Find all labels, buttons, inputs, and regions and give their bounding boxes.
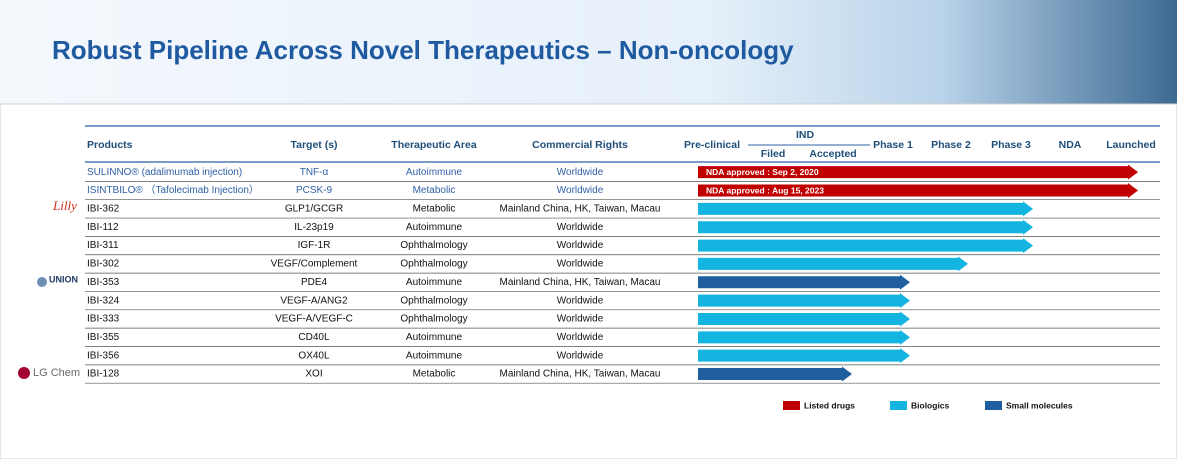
header: IND [796,129,815,141]
target: TNF-α [300,167,329,178]
pipeline-arrow [698,183,1138,199]
header: Phase 2 [931,139,971,151]
header: Phase 1 [873,139,913,151]
pipeline-arrow [698,164,1138,180]
therapeutic-area: Ophthalmology [400,259,467,270]
commercial-rights: Mainland China, HK, Taiwan, Macau [499,277,660,288]
title: Robust Pipeline Across Novel Therapeutic… [52,35,794,65]
therapeutic-area: Autoimmune [406,350,463,361]
legend-swatch [783,401,800,410]
product: IBI-112 [87,222,119,233]
pipeline-arrow [698,329,910,345]
header: Accepted [809,148,856,160]
target: OX40L [298,350,330,361]
commercial-rights: Mainland China, HK, Taiwan, Macau [499,369,660,380]
legend-swatch [890,401,907,410]
arrow-label: NDA approved : Aug 15, 2023 [706,185,824,195]
commercial-rights: Worldwide [557,167,604,178]
pipeline-arrow [698,238,1033,254]
commercial-rights: Worldwide [557,350,604,361]
pipeline-arrow [698,348,910,364]
target: VEGF/Complement [271,259,358,270]
target: IGF-1R [298,240,331,251]
product: IBI-324 [87,295,120,306]
header: Therapeutic Area [391,139,477,151]
target: XOI [305,369,322,380]
therapeutic-area: Autoimmune [406,277,463,288]
target: CD40L [298,332,330,343]
title-band [0,0,1177,104]
pipeline-arrow [698,219,1033,235]
pipeline-arrow [698,311,910,327]
pipeline-arrow [698,256,968,272]
product: IBI-362 [87,204,120,215]
header: Products [87,139,133,151]
therapeutic-area: Autoimmune [406,167,463,178]
product: IBI-353 [87,277,120,288]
commercial-rights: Mainland China, HK, Taiwan, Macau [499,204,660,215]
legend-label: Small molecules [1006,400,1073,410]
product: IBI-302 [87,259,120,270]
commercial-rights: Worldwide [557,185,604,196]
product: ISINTBILO® （Tafolecimab Injection） [87,184,259,196]
target: VEGF-A/ANG2 [280,295,348,306]
partner-logo: LG Chem [33,367,80,379]
product: IBI-333 [87,314,120,325]
commercial-rights: Worldwide [557,222,604,233]
commercial-rights: Worldwide [557,240,604,251]
commercial-rights: Worldwide [557,314,604,325]
legend-swatch [985,401,1002,410]
therapeutic-area: Autoimmune [406,332,463,343]
pipeline-arrow [698,366,852,382]
therapeutic-area: Metabolic [413,204,456,215]
target: PCSK-9 [296,185,333,196]
product: IBI-128 [87,369,120,380]
header: Target (s) [290,139,337,151]
therapeutic-area: Metabolic [413,369,456,380]
header: Commercial Rights [532,139,628,151]
therapeutic-area: Metabolic [413,185,456,196]
pipeline-arrow [698,201,1033,217]
logo-icon [37,277,47,287]
header: Filed [761,148,786,160]
legend-label: Biologics [911,400,950,410]
target: VEGF-A/VEGF-C [275,314,353,325]
partner-logo: Lilly [52,198,77,213]
header: Phase 3 [991,139,1031,151]
product: IBI-355 [87,332,120,343]
commercial-rights: Worldwide [557,259,604,270]
product: SULINNO® (adalimumab injection) [87,167,242,178]
target: GLP1/GCGR [285,204,343,215]
therapeutic-area: Ophthalmology [400,295,467,306]
arrow-label: NDA approved : Sep 2, 2020 [706,167,819,177]
header: Launched [1106,139,1156,151]
product: IBI-356 [87,350,120,361]
header: Pre-clinical [684,139,740,151]
target: IL-23p19 [294,222,334,233]
therapeutic-area: Autoimmune [406,222,463,233]
header: NDA [1059,139,1082,151]
pipeline-arrow [698,274,910,290]
logo-icon [18,367,30,379]
target: PDE4 [301,277,328,288]
partner-logo: UNION [49,274,78,284]
product: IBI-311 [87,240,119,251]
commercial-rights: Worldwide [557,295,604,306]
therapeutic-area: Ophthalmology [400,240,467,251]
pipeline-arrow [698,293,910,309]
therapeutic-area: Ophthalmology [400,314,467,325]
legend-label: Listed drugs [804,400,855,410]
commercial-rights: Worldwide [557,332,604,343]
